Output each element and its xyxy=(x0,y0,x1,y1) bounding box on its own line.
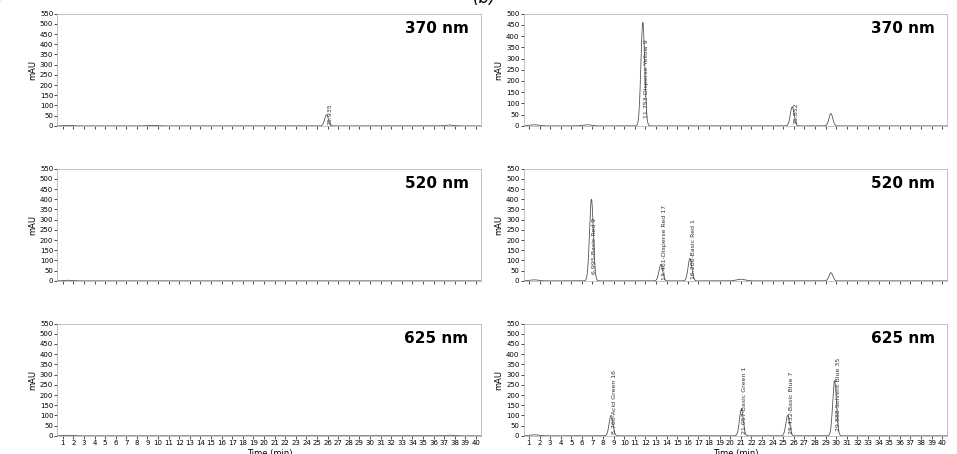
Text: 625 nm: 625 nm xyxy=(405,331,469,346)
Text: 520 nm: 520 nm xyxy=(405,177,469,192)
Y-axis label: mAU: mAU xyxy=(28,370,37,390)
Text: 16.206-Basic Red 1: 16.206-Basic Red 1 xyxy=(691,219,696,279)
X-axis label: Time (min): Time (min) xyxy=(713,449,758,454)
Text: 6.995-Basic Red 9: 6.995-Basic Red 9 xyxy=(592,218,597,274)
Text: 370 nm: 370 nm xyxy=(405,21,469,36)
Text: 25.432-Basic Blue 7: 25.432-Basic Blue 7 xyxy=(789,372,793,434)
Text: 520 nm: 520 nm xyxy=(871,177,935,192)
Text: 25.852: 25.852 xyxy=(793,103,798,124)
Text: (a): (a) xyxy=(0,0,5,7)
Text: 21.057-Basic Green 1: 21.057-Basic Green 1 xyxy=(743,366,747,434)
Y-axis label: mAU: mAU xyxy=(494,60,503,80)
Text: 625 nm: 625 nm xyxy=(871,331,935,346)
Y-axis label: mAU: mAU xyxy=(28,215,37,235)
Y-axis label: mAU: mAU xyxy=(28,60,37,80)
Text: 8.760-Acid Green 16: 8.760-Acid Green 16 xyxy=(612,370,617,434)
Text: 25.935: 25.935 xyxy=(327,103,333,125)
Text: 13.461-Disperse Red 17: 13.461-Disperse Red 17 xyxy=(662,204,667,280)
Text: 29.888-Solvent Blue 35: 29.888-Solvent Blue 35 xyxy=(835,358,840,431)
Text: 11.753-Disperse Yellow 9: 11.753-Disperse Yellow 9 xyxy=(644,39,649,118)
X-axis label: Time (min): Time (min) xyxy=(247,449,292,454)
Text: 370 nm: 370 nm xyxy=(871,21,935,36)
Y-axis label: mAU: mAU xyxy=(494,370,503,390)
Text: (b): (b) xyxy=(473,0,497,7)
Y-axis label: mAU: mAU xyxy=(494,215,503,235)
